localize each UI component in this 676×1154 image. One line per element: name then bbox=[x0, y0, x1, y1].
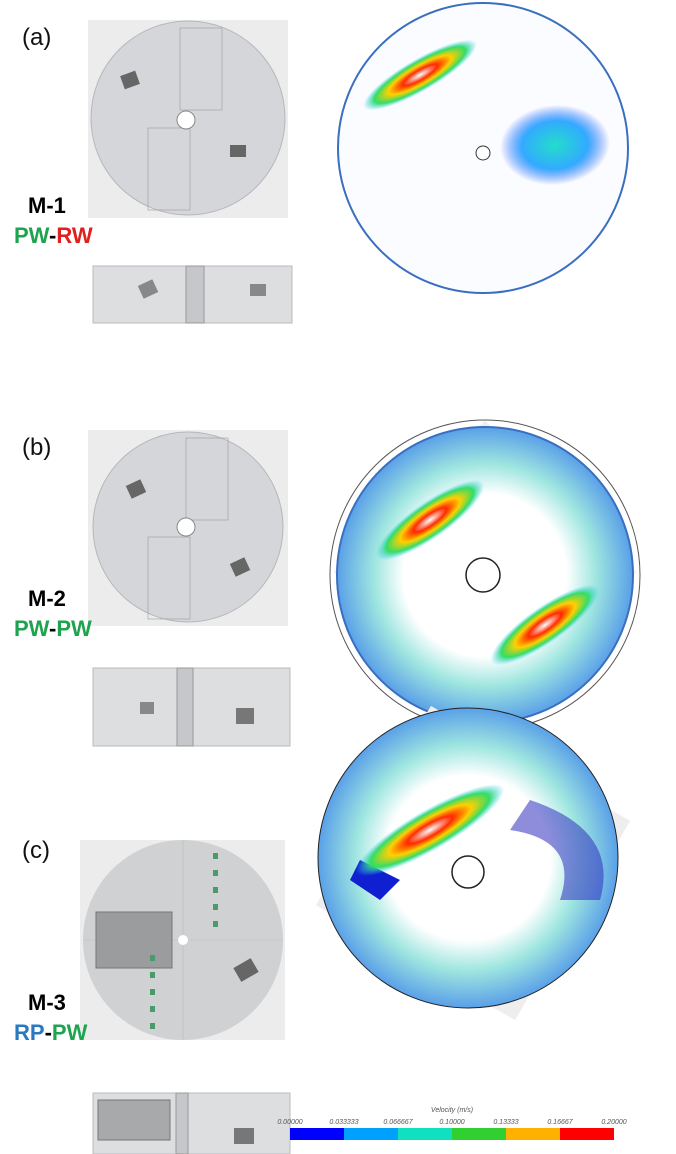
panel-label: (b) bbox=[22, 434, 51, 461]
color-swatch bbox=[344, 1128, 398, 1140]
config-part: RP bbox=[14, 1020, 45, 1045]
shaft bbox=[466, 558, 500, 592]
shaft bbox=[176, 1093, 188, 1154]
shaft bbox=[452, 856, 484, 888]
colorbar-tick-label: 0.20000 bbox=[601, 1119, 626, 1126]
config-part: PW bbox=[56, 616, 92, 641]
colorbar-tick-label: 0.10000 bbox=[439, 1119, 464, 1126]
configuration: RP-PW bbox=[14, 1020, 88, 1045]
configuration: PW-PW bbox=[14, 616, 92, 641]
colorbar-tick-label: 0.066667 bbox=[383, 1119, 413, 1126]
colorbar-title: Velocity (m/s) bbox=[431, 1107, 473, 1114]
config-part: PW bbox=[14, 223, 50, 248]
model-name: M-3 bbox=[28, 990, 66, 1015]
panel-a bbox=[88, 3, 628, 323]
colorbar-tick-label: 0.13333 bbox=[493, 1119, 518, 1126]
shaft bbox=[177, 668, 193, 746]
color-swatch bbox=[398, 1128, 452, 1140]
color-swatch bbox=[506, 1128, 560, 1140]
config-part: RW bbox=[56, 223, 92, 248]
colorbar-tick-label: 0.00000 bbox=[277, 1119, 302, 1126]
config-part: PW bbox=[52, 1020, 88, 1045]
panel-label: (a) bbox=[22, 24, 51, 51]
model-name: M-2 bbox=[28, 586, 66, 611]
panel-c bbox=[80, 706, 630, 1154]
rotor bbox=[96, 912, 172, 968]
shaft bbox=[178, 935, 188, 945]
flow-region bbox=[497, 100, 614, 189]
color-swatch bbox=[560, 1128, 614, 1140]
colorbar-tick-label: 0.033333 bbox=[329, 1119, 358, 1126]
configuration: PW-RW bbox=[14, 223, 93, 248]
config-part: - bbox=[49, 223, 56, 248]
shaft bbox=[177, 111, 195, 129]
rotor bbox=[98, 1100, 170, 1140]
figure: Velocity (m/s) 0.00000 0.033333 0.066667 0.… bbox=[0, 0, 676, 1154]
color-swatch bbox=[452, 1128, 506, 1140]
impeller bbox=[234, 1128, 254, 1144]
impeller bbox=[236, 708, 254, 724]
shaft bbox=[186, 266, 204, 323]
impeller bbox=[230, 145, 246, 157]
config-part: PW bbox=[14, 616, 50, 641]
panel-b bbox=[88, 420, 640, 746]
shaft bbox=[177, 518, 195, 536]
config-part: - bbox=[45, 1020, 52, 1045]
shaft bbox=[476, 146, 490, 160]
panel-label: (c) bbox=[22, 837, 50, 864]
config-part: - bbox=[49, 616, 56, 641]
colorbar-tick-label: 0.16667 bbox=[547, 1119, 573, 1126]
model-name: M-1 bbox=[28, 193, 66, 218]
color-swatch bbox=[290, 1128, 344, 1140]
colorbar: Velocity (m/s) 0.00000 0.033333 0.066667 0.… bbox=[277, 1107, 626, 1140]
impeller bbox=[250, 284, 266, 296]
impeller bbox=[140, 702, 154, 714]
